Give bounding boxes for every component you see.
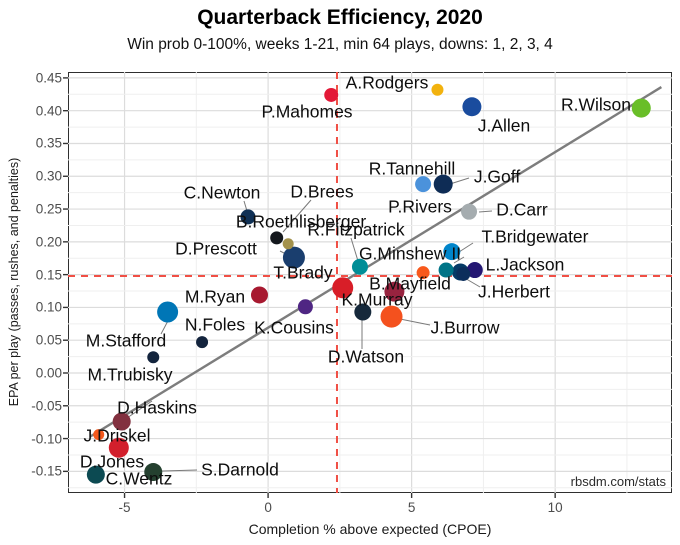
point-m-ryan — [250, 286, 268, 304]
leader-line-j-goff — [449, 177, 470, 185]
label-d-brees: D.Brees — [290, 181, 354, 202]
point-p-mahomes — [324, 87, 339, 102]
point-b-mayfield — [416, 266, 430, 280]
trend-line — [89, 86, 663, 438]
point-d-prescott — [282, 246, 305, 269]
label-r-fitzpatrick: R.Fitzpatrick — [307, 219, 405, 240]
y-tick-label-0.20: 0.20 — [35, 234, 62, 250]
point-d-brees — [270, 231, 284, 245]
point-m-stafford — [157, 301, 179, 323]
leader-line-g-minshew-ii — [453, 256, 465, 264]
label-d-watson: D.Watson — [327, 346, 405, 367]
y-tick-label-0.25: 0.25 — [35, 201, 62, 217]
y-tick-label-0.15: 0.15 — [35, 267, 62, 283]
leader-line-r-fitzpatrick — [350, 237, 359, 262]
point-g-minshew-ii — [438, 262, 454, 278]
label-j-herbert: J.Herbert — [478, 281, 550, 302]
label-j-burrow: J.Burrow — [430, 317, 500, 338]
label-t-brady: T.Brady — [273, 262, 333, 283]
label-m-stafford: M.Stafford — [85, 330, 167, 351]
y-tick-label-0.05: 0.05 — [35, 332, 62, 348]
label-r-wilson: R.Wilson — [560, 94, 632, 115]
leader-line-d-brees — [282, 199, 312, 233]
y-tick-label--0.10: -0.10 — [31, 431, 62, 447]
point-k-murray — [384, 281, 405, 302]
label-d-haskins: D.Haskins — [117, 397, 197, 418]
leader-line-j-burrow — [399, 318, 431, 326]
leader-line-t-bridgewater — [458, 242, 474, 253]
y-tick-label-0.35: 0.35 — [35, 135, 62, 151]
label-m-ryan: M.Ryan — [184, 286, 246, 307]
source-caption: rbsdm.com/stats — [570, 474, 666, 489]
leader-line-c-newton — [243, 200, 248, 212]
label-s-darnold: S.Darnold — [201, 459, 279, 480]
point-a-rodgers — [431, 83, 444, 96]
x-axis-title: Completion % above expected (CPOE) — [248, 521, 492, 537]
point-j-burrow — [380, 305, 403, 328]
label-j-allen: J.Allen — [477, 115, 531, 136]
y-tick-label-0.30: 0.30 — [35, 168, 62, 184]
label-a-rodgers: A.Rodgers — [345, 72, 429, 93]
chart-subtitle: Win prob 0-100%, weeks 1-21, min 64 play… — [127, 36, 553, 53]
label-k-murray: K.Murray — [341, 289, 413, 310]
point-j-herbert — [456, 266, 471, 281]
point-l-jackson — [466, 262, 483, 279]
point-k-cousins — [297, 299, 313, 315]
y-tick-label-0.45: 0.45 — [35, 70, 62, 86]
y-axis-title: EPA per play (passes, rushes, and penalt… — [7, 157, 21, 407]
label-p-mahomes: P.Mahomes — [261, 101, 353, 122]
point-j-allen — [462, 97, 482, 117]
point-d-haskins — [112, 412, 131, 431]
label-t-bridgewater: T.Bridgewater — [481, 226, 589, 247]
label-d-jones: D.Jones — [79, 451, 145, 472]
point-r-wilson — [631, 98, 651, 118]
y-tick-label--0.15: -0.15 — [31, 463, 62, 479]
x-tick-label-10: 10 — [547, 500, 563, 515]
point-r-fitzpatrick — [351, 258, 368, 275]
point-n-foles — [196, 336, 209, 349]
leader-line-d-carr — [478, 210, 493, 213]
point-t-brady — [332, 277, 354, 299]
point-m-trubisky — [147, 351, 160, 364]
label-r-tannehill: R.Tannehill — [368, 158, 456, 179]
label-c-newton: C.Newton — [183, 182, 261, 203]
point-c-wentz — [86, 465, 105, 484]
y-tick-label-0.00: 0.00 — [35, 365, 62, 381]
leader-line-s-darnold — [161, 469, 198, 472]
label-d-prescott: D.Prescott — [175, 238, 257, 259]
label-d-carr: D.Carr — [496, 199, 548, 220]
chart-title: Quarterback Efficiency, 2020 — [197, 6, 483, 29]
y-tick-label-0.40: 0.40 — [35, 103, 62, 119]
label-b-roethlisberger: B.Roethlisberger — [235, 211, 367, 232]
point-d-jones — [108, 437, 129, 458]
label-k-cousins: K.Cousins — [254, 317, 334, 338]
y-tick-label-0.10: 0.10 — [35, 299, 62, 315]
x-tick-label-0: 0 — [264, 500, 272, 515]
x-tick-label-5: 5 — [407, 500, 416, 515]
point-d-carr — [461, 203, 478, 220]
point-j-goff — [433, 174, 453, 194]
label-n-foles: N.Foles — [184, 314, 246, 335]
x-tick-label--5: -5 — [118, 500, 131, 515]
label-p-rivers: P.Rivers — [388, 196, 452, 217]
point-d-watson — [354, 303, 372, 321]
point-t-bridgewater — [443, 243, 461, 261]
label-b-mayfield: B.Mayfield — [369, 273, 451, 294]
label-l-jackson: L.Jackson — [485, 254, 565, 275]
point-b-roethlisberger — [282, 238, 294, 250]
point-s-darnold — [144, 463, 163, 482]
y-tick-label--0.05: -0.05 — [31, 398, 62, 414]
point-r-tannehill — [415, 176, 432, 193]
leader-line-d-haskins — [126, 400, 153, 419]
label-j-driskel: J.Driskel — [83, 425, 151, 446]
point-j-driskel — [93, 429, 105, 441]
label-j-goff: J.Goff — [473, 166, 521, 187]
label-c-wentz: C.Wentz — [105, 468, 173, 489]
point-c-newton — [240, 209, 256, 225]
label-m-trubisky: M.Trubisky — [87, 364, 173, 385]
label-g-minshew-ii: G.Minshew II — [358, 243, 462, 264]
